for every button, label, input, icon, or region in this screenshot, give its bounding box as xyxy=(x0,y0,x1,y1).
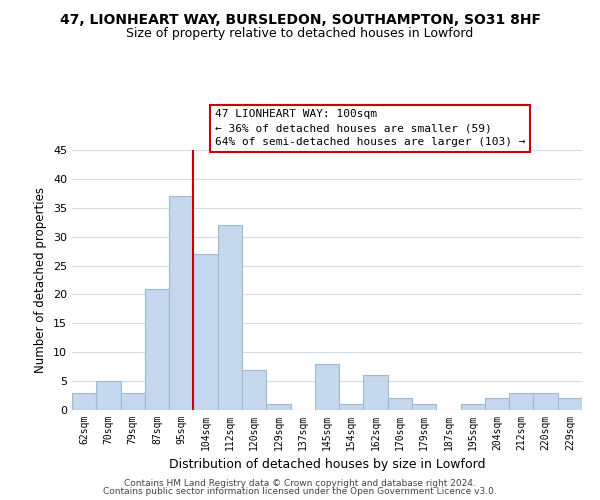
Bar xyxy=(533,392,558,410)
Bar xyxy=(121,392,145,410)
Bar xyxy=(169,196,193,410)
Bar xyxy=(461,404,485,410)
Bar xyxy=(412,404,436,410)
Text: Contains HM Land Registry data © Crown copyright and database right 2024.: Contains HM Land Registry data © Crown c… xyxy=(124,478,476,488)
Text: 47, LIONHEART WAY, BURSLEDON, SOUTHAMPTON, SO31 8HF: 47, LIONHEART WAY, BURSLEDON, SOUTHAMPTO… xyxy=(59,12,541,26)
Bar xyxy=(509,392,533,410)
Bar xyxy=(364,376,388,410)
Bar xyxy=(485,398,509,410)
X-axis label: Distribution of detached houses by size in Lowford: Distribution of detached houses by size … xyxy=(169,458,485,471)
Bar xyxy=(218,225,242,410)
Bar xyxy=(193,254,218,410)
Bar xyxy=(339,404,364,410)
Bar xyxy=(145,288,169,410)
Text: Contains public sector information licensed under the Open Government Licence v3: Contains public sector information licen… xyxy=(103,487,497,496)
Bar xyxy=(388,398,412,410)
Text: Size of property relative to detached houses in Lowford: Size of property relative to detached ho… xyxy=(127,28,473,40)
Bar xyxy=(72,392,96,410)
Text: 47 LIONHEART WAY: 100sqm
← 36% of detached houses are smaller (59)
64% of semi-d: 47 LIONHEART WAY: 100sqm ← 36% of detach… xyxy=(215,110,526,148)
Bar xyxy=(242,370,266,410)
Bar xyxy=(266,404,290,410)
Bar xyxy=(96,381,121,410)
Y-axis label: Number of detached properties: Number of detached properties xyxy=(34,187,47,373)
Bar xyxy=(558,398,582,410)
Bar xyxy=(315,364,339,410)
